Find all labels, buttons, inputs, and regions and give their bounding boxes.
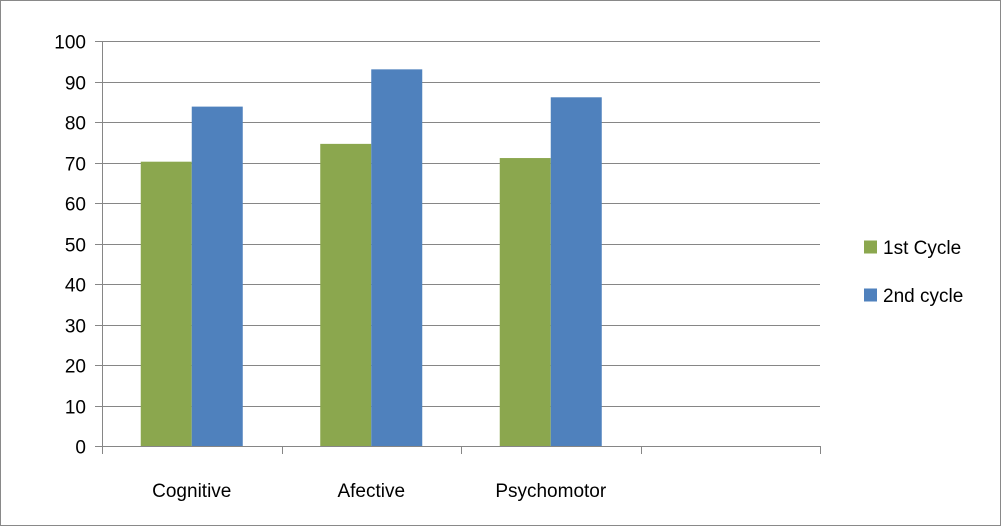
x-tick-label-cognitive: Cognitive: [152, 481, 231, 502]
bar-1-afective: [320, 143, 372, 446]
y-tick-label-80: 80: [65, 114, 86, 135]
y-tick-label-90: 90: [65, 74, 86, 95]
y-tick-label-50: 50: [65, 236, 86, 257]
x-tick-label-afective: Afective: [337, 481, 405, 502]
y-tick-label-0: 0: [75, 438, 86, 459]
bar-1-cognitive: [140, 161, 192, 446]
legend-swatch-1: [864, 240, 877, 254]
y-tick-label-30: 30: [65, 317, 86, 338]
y-tick-label-10: 10: [65, 398, 86, 419]
y-tick-label-70: 70: [65, 155, 86, 176]
axes: [95, 41, 821, 454]
bars: [140, 69, 602, 447]
bar-2-psychomotor: [550, 97, 602, 447]
y-tick-label-100: 100: [54, 33, 86, 54]
y-tick-labels: 0 10 20 30 40 50 60 70 80 90 100: [54, 33, 86, 459]
legend: 1st Cycle 2nd cycle: [864, 238, 963, 307]
x-tick-labels: Cognitive Afective Psychomotor: [152, 481, 607, 502]
y-tick-label-60: 60: [65, 195, 86, 216]
bar-1-psychomotor: [499, 158, 551, 447]
legend-label-1: 1st Cycle: [883, 238, 961, 259]
bar-2-afective: [371, 69, 423, 446]
y-tick-label-20: 20: [65, 357, 86, 378]
legend-label-2: 2nd cycle: [883, 286, 963, 307]
bar-2-cognitive: [191, 106, 243, 447]
x-tick-label-psychomotor: Psychomotor: [495, 481, 607, 502]
legend-swatch-2: [864, 288, 877, 302]
y-tick-label-40: 40: [65, 276, 86, 297]
